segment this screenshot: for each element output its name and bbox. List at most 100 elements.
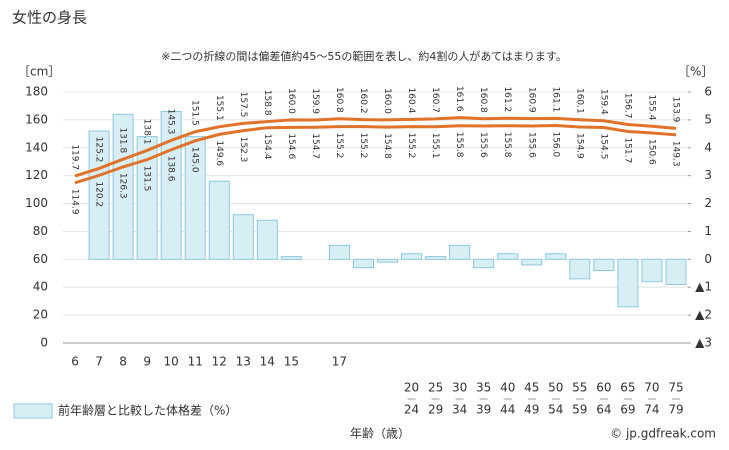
x-tick-label: 14 xyxy=(260,355,275,369)
x-tick-label: 35 xyxy=(476,381,491,395)
x-tick-label-end: 59 xyxy=(572,403,587,417)
x-tick-label-end: 54 xyxy=(548,403,563,417)
value-label: 149.3 xyxy=(670,141,680,167)
bar xyxy=(473,258,495,269)
value-label: 126.3 xyxy=(118,173,128,199)
y-tick-label: 140 xyxy=(25,140,48,154)
value-label: 155.1 xyxy=(430,133,440,159)
y-tick-label: 160 xyxy=(25,112,48,126)
x-tick-label: 11 xyxy=(188,355,203,369)
value-label: 160.0 xyxy=(286,88,296,114)
x-tick-label: 60 xyxy=(596,381,611,395)
value-label: 154.4 xyxy=(262,134,272,160)
y2-tick-label: ▲1 xyxy=(695,280,712,294)
value-label: 154.7 xyxy=(310,133,320,159)
y2-tick-label: 5 xyxy=(704,112,712,126)
x-tick-label: 75 xyxy=(668,381,683,395)
x-tick-label: 6 xyxy=(71,355,79,369)
y-tick-label: 120 xyxy=(25,168,48,182)
value-label: 160.7 xyxy=(430,87,440,113)
value-label: 159.9 xyxy=(310,88,320,114)
value-label: 157.5 xyxy=(238,92,248,118)
value-label: 158.8 xyxy=(262,90,272,116)
x-tick-label: 50 xyxy=(548,381,563,395)
value-label: 160.8 xyxy=(478,87,488,113)
x-tick-label: 9 xyxy=(143,355,151,369)
line xyxy=(74,116,677,178)
x-tick-label: 45 xyxy=(524,381,539,395)
value-label: 155.4 xyxy=(646,95,656,121)
x-tick-label: 10 xyxy=(164,355,179,369)
bar xyxy=(665,258,687,285)
value-label: 154.9 xyxy=(574,133,584,159)
x-tick-label: 55 xyxy=(572,381,587,395)
value-label: 161.1 xyxy=(550,87,560,113)
y2-tick-label: 1 xyxy=(704,224,712,238)
subtitle: ※二つの折線の間は偏差値約45～55の範囲を表し、約4割の人があてはまります。 xyxy=(161,49,567,63)
y-tick-label: 180 xyxy=(25,85,48,99)
value-label: 155.2 xyxy=(406,133,416,159)
value-label: 152.3 xyxy=(238,137,248,163)
value-label: 154.5 xyxy=(598,134,608,160)
value-label: 156.0 xyxy=(550,131,560,157)
value-label: 131.8 xyxy=(118,127,128,153)
bar xyxy=(641,258,663,283)
bar xyxy=(328,244,350,260)
bar xyxy=(88,130,110,260)
value-label: 120.2 xyxy=(94,181,104,207)
y2-tick-label: 3 xyxy=(704,168,712,182)
y-tick-label: 60 xyxy=(33,252,48,266)
bar xyxy=(617,258,639,308)
x-axis-title: 年齢（歳） xyxy=(350,426,410,441)
bar xyxy=(377,258,399,263)
x-tick-label: 70 xyxy=(644,381,659,395)
value-label: 150.6 xyxy=(646,139,656,165)
value-label: 160.1 xyxy=(574,88,584,114)
legend-label: 前年齢層と比較した体格差（%） xyxy=(58,403,237,418)
x-tick-label-end: 44 xyxy=(500,403,515,417)
x-tick-label: 40 xyxy=(500,381,515,395)
bar xyxy=(208,180,230,260)
x-tick-label-end: 34 xyxy=(452,403,467,417)
bar xyxy=(280,256,302,260)
y-tick-label: 20 xyxy=(33,308,48,322)
x-tick-label: 8 xyxy=(119,355,127,369)
y-tick-label: 0 xyxy=(40,336,48,350)
bar xyxy=(497,253,519,260)
value-label: 138.1 xyxy=(142,119,152,145)
bar xyxy=(449,244,471,260)
x-tick-label: 17 xyxy=(332,355,347,369)
bar xyxy=(521,258,543,266)
value-label: 160.8 xyxy=(334,87,344,113)
bar xyxy=(136,136,158,260)
value-label: 161.2 xyxy=(502,86,512,112)
value-label: 125.2 xyxy=(94,137,104,163)
bar xyxy=(256,219,278,260)
value-label: 145.3 xyxy=(166,109,176,135)
value-label: 153.9 xyxy=(670,97,680,123)
y-tick-label: 40 xyxy=(33,280,48,294)
y2-unit: ［%］ xyxy=(678,65,713,79)
bar xyxy=(352,258,374,269)
x-tick-label-end: 39 xyxy=(476,403,491,417)
bar xyxy=(401,253,423,260)
y-unit: ［cm］ xyxy=(18,65,60,79)
value-label: 145.0 xyxy=(190,147,200,173)
value-label: 160.9 xyxy=(526,87,536,113)
x-tick-label: 15 xyxy=(284,355,299,369)
value-label: 155.6 xyxy=(526,132,536,158)
value-label: 160.4 xyxy=(406,88,416,114)
x-tick-label: 7 xyxy=(95,355,103,369)
bar xyxy=(184,136,206,260)
y2-tick-label: 4 xyxy=(704,140,712,154)
x-tick-label: 30 xyxy=(452,381,467,395)
y-tick-label: 100 xyxy=(25,196,48,210)
value-label: 131.5 xyxy=(142,166,152,192)
bar xyxy=(545,253,567,260)
x-tick-label-end: 74 xyxy=(644,403,659,417)
value-label: 160.0 xyxy=(382,88,392,114)
value-label: 155.2 xyxy=(334,133,344,159)
value-label: 149.6 xyxy=(214,140,224,166)
y2-tick-label: ▲2 xyxy=(695,308,712,322)
